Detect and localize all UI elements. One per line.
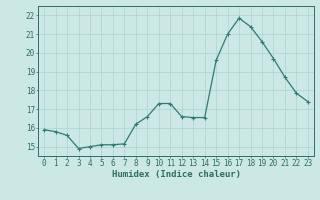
X-axis label: Humidex (Indice chaleur): Humidex (Indice chaleur) [111,170,241,179]
